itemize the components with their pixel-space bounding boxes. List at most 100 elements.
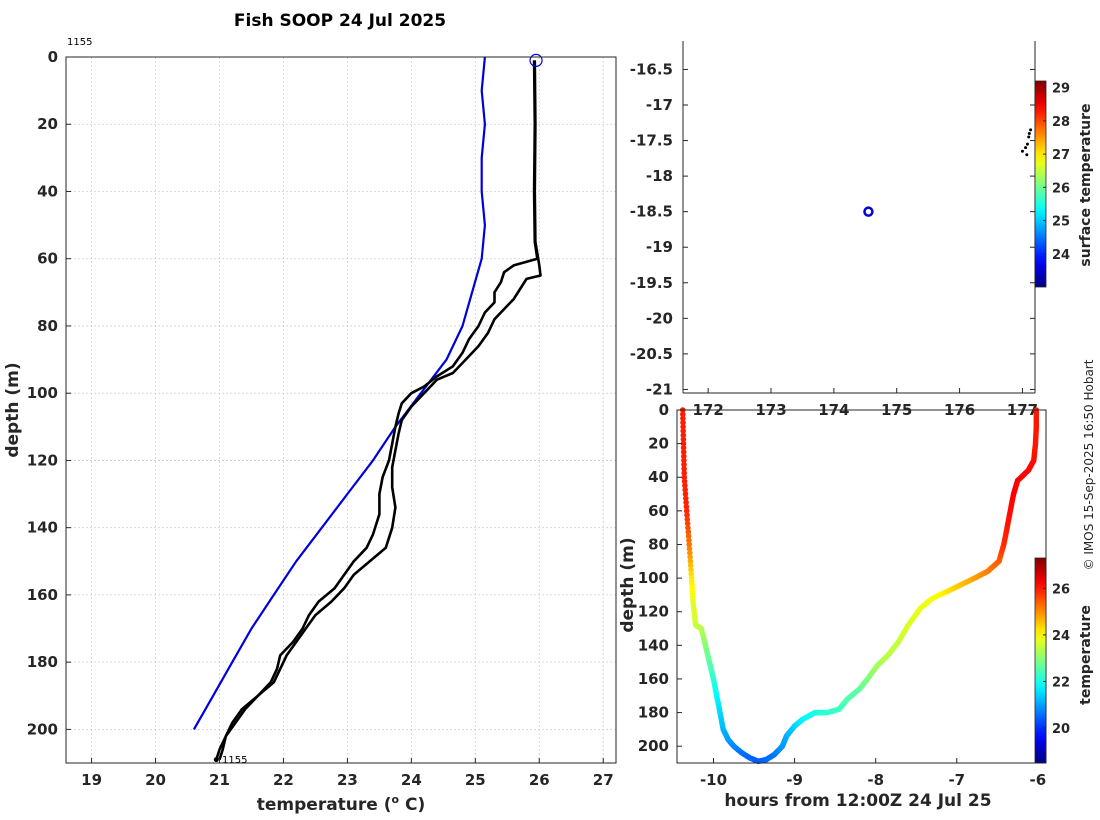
depth-time-point — [680, 419, 686, 426]
cb1-tick-label: 26 — [1052, 181, 1070, 196]
surface-temperature-colorbar: 24 25 26 27 28 29 — [1034, 80, 1070, 288]
depth-time-point — [684, 520, 691, 527]
profile-x-label-tail: C) — [399, 795, 425, 815]
map-track-point — [1029, 128, 1033, 132]
profile-line-profile-a — [215, 60, 539, 760]
map-track — [863, 128, 1033, 217]
profile-x-tick-label: 20 — [145, 771, 166, 789]
profile-y-tick-label: 180 — [27, 653, 58, 671]
cb2-tick-label: 26 — [1052, 582, 1070, 597]
cb1-tick-label: 29 — [1052, 82, 1070, 97]
depth-time-x-tick-label: -8 — [867, 771, 884, 789]
profile-panel: 19 20 21 22 23 24 25 26 27 0 20 40 60 80 100 120 140 160… — [3, 37, 617, 815]
profile-series — [192, 53, 543, 763]
profile-x-ticks: 19 20 21 22 23 24 25 26 27 — [81, 758, 614, 789]
map-y-tick-label: -18 — [646, 167, 673, 185]
depth-time-x-tick-label: -7 — [948, 771, 965, 789]
depth-time-point — [680, 436, 687, 443]
depth-time-panel: -10 -9 -8 -7 -6 020406080100120140160180200 … — [618, 401, 1094, 811]
cb1-tick-label: 25 — [1052, 215, 1070, 230]
profile-y-tick-label: 40 — [37, 182, 58, 200]
map-track-point — [1025, 153, 1029, 157]
depth-time-point — [687, 550, 693, 556]
depth-time-point — [681, 457, 687, 464]
depth-time-y-tick-label: 40 — [648, 468, 669, 486]
depth-time-point — [680, 411, 686, 418]
depth-time-point — [680, 432, 687, 439]
map-y-ticks: -16.5 -17 -17.5 -18 -18.5 -19 -19.5 -20 -20.5 -21 — [630, 60, 1035, 398]
depth-time-y-tick-label: 20 — [648, 435, 669, 453]
map-y-tick-label: -21 — [646, 380, 673, 398]
depth-time-y-tick-label: 160 — [638, 670, 669, 688]
depth-time-y-tick-label: 60 — [648, 502, 669, 520]
depth-time-point — [683, 503, 690, 510]
map-y-tick-label: -17 — [646, 96, 673, 114]
depth-time-point — [687, 562, 694, 569]
map-y-tick-label: -17.5 — [630, 132, 673, 150]
depth-time-point — [687, 558, 694, 565]
cb1-tick-label: 27 — [1052, 148, 1070, 163]
depth-time-y-ticks: 0 20 40 60 80 100 120 140 160 180 200 — [638, 401, 682, 755]
profile-x-tick-label: 25 — [465, 771, 486, 789]
depth-time-y-tick-label: 140 — [638, 636, 669, 654]
depth-time-x-tick-label: -10 — [700, 771, 727, 789]
profile-y-tick-label: 60 — [37, 250, 58, 268]
profile-y-tick-label: 0 — [48, 48, 58, 66]
depth-time-point — [680, 415, 686, 422]
depth-time-point — [685, 533, 692, 539]
profile-x-tick-label: 21 — [209, 771, 230, 789]
profile-y-ticks: 0 20 40 60 80 100 120 140 160 180 200 — [27, 48, 71, 738]
depth-time-point — [683, 495, 689, 502]
profile-end-marker — [213, 757, 219, 763]
profile-y-tick-label: 200 — [27, 720, 58, 738]
depth-time-point — [683, 499, 689, 506]
map-y-tick-label: -19 — [646, 238, 673, 256]
map-y-tick-label: -19.5 — [630, 274, 673, 292]
cb1-tick-label: 24 — [1052, 248, 1070, 263]
profile-y-tick-label: 120 — [27, 451, 58, 469]
map-track-point — [1027, 135, 1031, 139]
profile-x-label-main: temperature ( — [257, 795, 392, 815]
map-track-point — [1024, 146, 1028, 150]
profile-x-tick-label: 23 — [337, 771, 358, 789]
depth-time-y-tick-label: 200 — [638, 737, 669, 755]
cb2-tick-label: 24 — [1052, 629, 1070, 644]
depth-time-point — [685, 529, 692, 535]
profile-line-climatology — [192, 56, 486, 730]
profile-y-tick-label: 80 — [37, 317, 58, 335]
map-y-tick-label: -16.5 — [630, 60, 673, 78]
profile-x-tick-label: 19 — [81, 771, 102, 789]
map-track-point — [1020, 149, 1024, 153]
depth-time-y-tick-label: 120 — [638, 603, 669, 621]
depth-time-x-ticks: -10 -9 -8 -7 -6 — [700, 758, 1046, 789]
profile-line-profile-b — [218, 60, 542, 760]
depth-time-point — [682, 482, 688, 489]
depth-time-point — [685, 524, 691, 531]
profile-axes-frame — [65, 56, 617, 764]
depth-time-x-label: hours from 12:00Z 24 Jul 25 — [724, 791, 991, 811]
depth-time-point — [681, 474, 688, 481]
depth-time-x-tick-label: -9 — [786, 771, 803, 789]
depth-time-point — [680, 445, 687, 451]
surface-temperature-colorbar-label: surface temperature — [1078, 103, 1094, 266]
profile-annotation-top: 1155 — [67, 37, 92, 48]
depth-time-point — [680, 440, 687, 447]
temperature-colorbar-label: temperature — [1078, 605, 1094, 705]
depth-time-point — [681, 453, 687, 460]
map-profile-location-marker — [863, 206, 874, 217]
profile-y-tick-label: 140 — [27, 519, 58, 537]
cb2-bar — [1034, 557, 1047, 764]
map-x-ticks: 172 173 174 175 176 177 — [692, 388, 1038, 419]
depth-time-point — [681, 466, 687, 472]
profile-x-tick-label: 26 — [529, 771, 550, 789]
profile-x-tick-label: 22 — [273, 771, 294, 789]
depth-time-point — [686, 537, 692, 544]
map-track-point — [1025, 142, 1029, 146]
figure-title: Fish SOOP 24 Jul 2025 — [234, 11, 446, 31]
depth-time-points — [679, 407, 1040, 765]
map-track-point — [1027, 131, 1031, 135]
profile-y-tick-label: 20 — [37, 115, 58, 133]
depth-time-point — [686, 545, 693, 552]
profile-annotation-bottom: 1155 — [222, 755, 247, 766]
depth-time-point — [684, 516, 691, 523]
